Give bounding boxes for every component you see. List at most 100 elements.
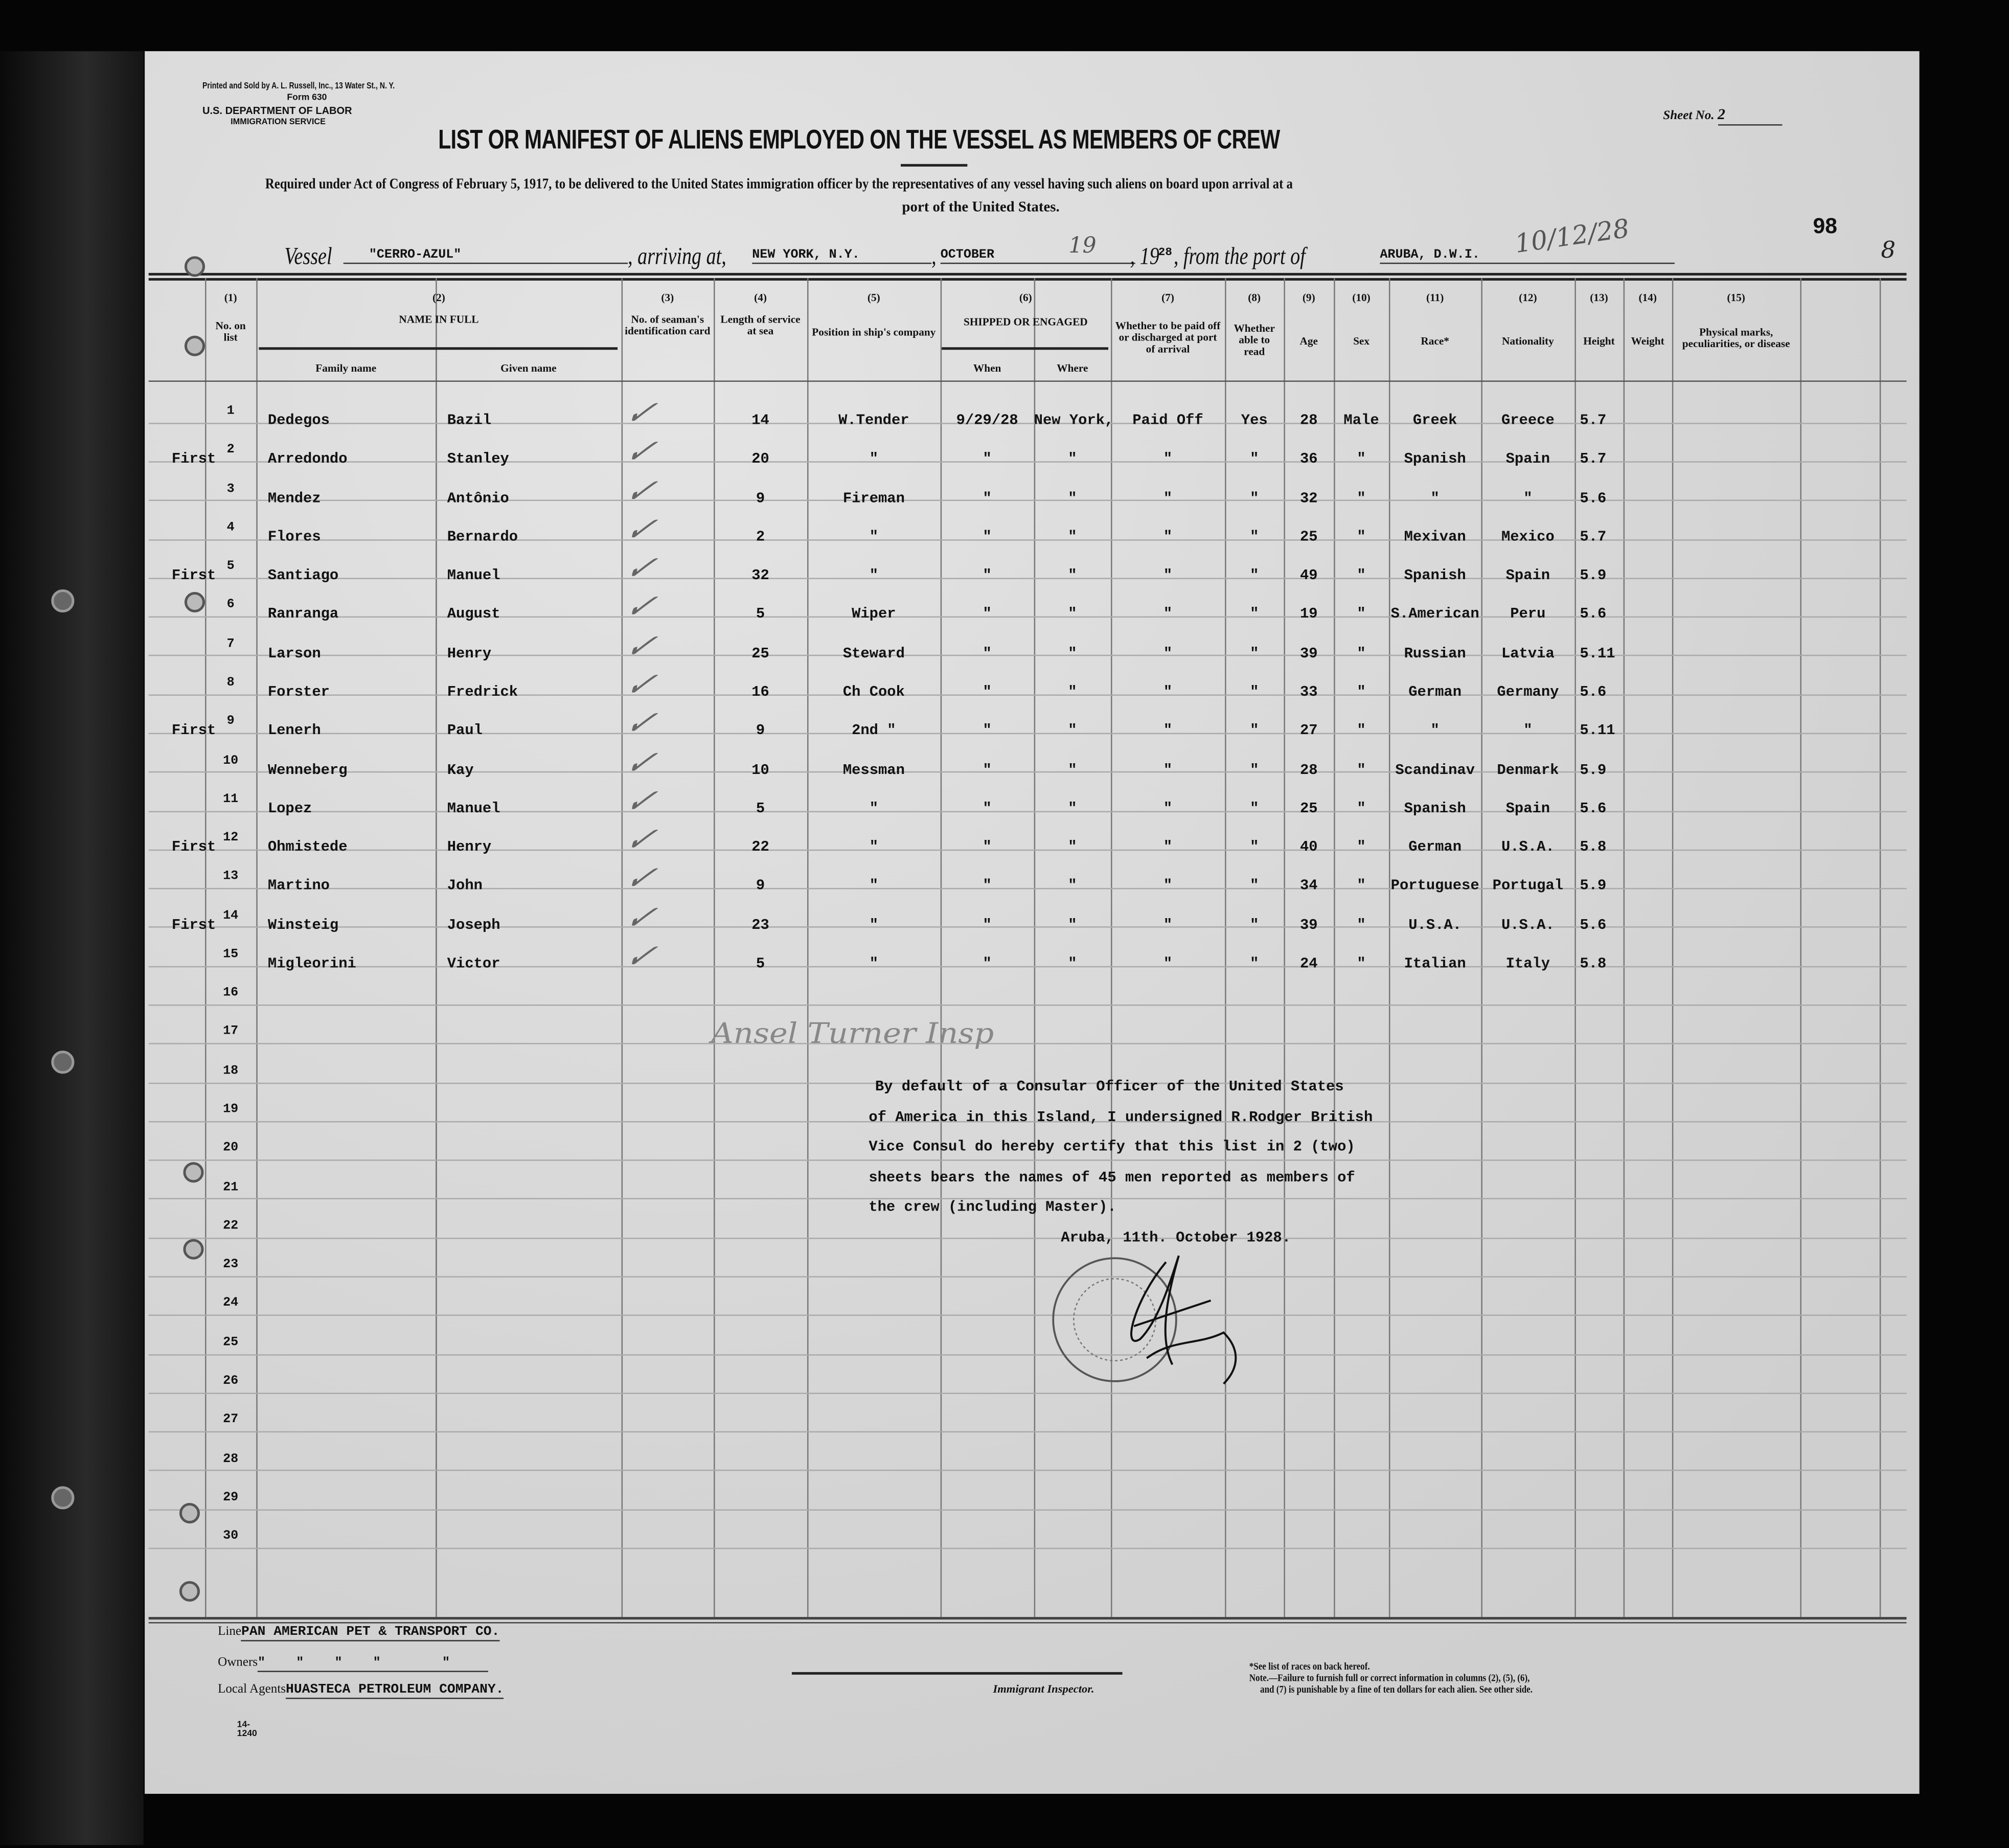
certificate-place-date: Aruba, 11th. October 1928. <box>1061 1230 1291 1247</box>
vessel-label: Vessel <box>284 243 332 270</box>
cell-race: German <box>1408 684 1462 701</box>
cell-height: 5.9 <box>1580 878 1607 895</box>
punch-hole <box>184 591 206 613</box>
column-divider <box>1111 278 1112 1617</box>
cell-length: 22 <box>751 839 769 856</box>
cell-length: 9 <box>756 723 765 740</box>
column-subheader: When <box>973 361 1001 374</box>
cell-read: " <box>1250 684 1259 701</box>
punch-hole <box>183 1239 204 1260</box>
cell-paid: " <box>1163 723 1173 740</box>
departure-port: ARUBA, D.W.I. <box>1380 248 1675 264</box>
owners-label: Owners <box>218 1655 258 1670</box>
cell-length: 25 <box>751 645 769 662</box>
cell-sex: " <box>1357 800 1366 817</box>
cell-age: 28 <box>1299 413 1318 429</box>
column-number: (8) <box>1248 290 1261 304</box>
arrival-day: 19 <box>1068 233 1097 259</box>
row-number: 20 <box>223 1142 239 1156</box>
cell-race: " <box>1430 723 1440 740</box>
column-header: No. of seaman's identification card <box>625 312 711 337</box>
row-rule <box>148 1354 1907 1355</box>
cell-sex: " <box>1357 645 1366 662</box>
cell-sex: " <box>1357 529 1366 546</box>
cell-sex: " <box>1357 762 1366 779</box>
cell-read: " <box>1250 800 1259 817</box>
cell-race: S.American <box>1390 606 1479 624</box>
column-header: No. on list <box>215 319 246 344</box>
sheet-number: Sheet No. 2 <box>1663 105 1782 126</box>
cell-family: Wenneberg <box>267 762 348 779</box>
page-title: LIST OR MANIFEST OF ALIENS EMPLOYED ON T… <box>438 125 1280 155</box>
cell-read: " <box>1250 606 1259 624</box>
cell-nationality: " <box>1523 723 1533 740</box>
row-number: 2 <box>226 443 235 458</box>
column-header: Physical marks, peculiarities, or diseas… <box>1682 325 1790 350</box>
column-divider <box>1388 278 1390 1617</box>
cell-given: Paul <box>447 723 483 740</box>
cell-read: Yes <box>1241 413 1268 429</box>
column-divider <box>807 278 809 1617</box>
row-number: 11 <box>223 792 239 807</box>
header-rule <box>148 380 1907 382</box>
column-header: Sex <box>1353 334 1370 348</box>
column-header: Weight <box>1631 334 1664 348</box>
cell-read: " <box>1250 878 1259 895</box>
cell-nationality: Spain <box>1505 451 1550 468</box>
cell-nationality: Italy <box>1505 955 1550 973</box>
cell-position: W.Tender <box>838 413 909 429</box>
cell-when: " <box>983 878 992 895</box>
certificate-line: Vice Consul do hereby certify that this … <box>869 1139 1355 1156</box>
row-rule <box>148 617 1907 618</box>
table-top-rule <box>148 278 1907 281</box>
cell-paid: " <box>1163 762 1173 779</box>
cell-sex: " <box>1357 917 1366 934</box>
cell-length: 2 <box>756 529 765 546</box>
row-number: 5 <box>226 560 235 575</box>
from-label: , from the port of <box>1173 243 1306 270</box>
cell-sex: " <box>1357 684 1366 701</box>
cell-nationality: U.S.A. <box>1501 917 1555 934</box>
column-header: SHIPPED OR ENGAGED <box>964 315 1088 328</box>
cell-given: Kay <box>447 762 474 779</box>
cell-where: " <box>1068 529 1077 546</box>
cell-age: 19 <box>1299 606 1318 624</box>
certificate-line: By default of a Consular Officer of the … <box>875 1079 1344 1096</box>
row-rule <box>148 1043 1907 1045</box>
column-divider <box>1284 278 1285 1617</box>
column-divider <box>1334 278 1335 1617</box>
cell-race: Spanish <box>1404 567 1466 585</box>
cell-when: " <box>983 839 992 856</box>
cell-family: Mendez <box>267 490 321 507</box>
inspector-handwriting: Ansel Turner Insp <box>711 1018 994 1051</box>
cell-given: Victor <box>447 955 500 973</box>
line-value: PAN AMERICAN PET & TRANSPORT CO. <box>241 1625 500 1641</box>
cell-when: " <box>983 684 992 701</box>
cell-length: 10 <box>751 762 769 779</box>
agents-value: HUASTECA PETROLEUM COMPANY. <box>286 1682 504 1699</box>
cell-paid: " <box>1163 878 1173 895</box>
row-number: 29 <box>223 1491 239 1505</box>
cell-paid: " <box>1163 567 1173 585</box>
cell-when: " <box>983 645 992 662</box>
year-prefix: , 19 <box>1130 243 1159 270</box>
binding-hole <box>51 589 75 613</box>
cell-family: Winsteig <box>267 917 339 934</box>
cell-nationality: Mexico <box>1501 529 1555 546</box>
consul-signature <box>1130 1255 1237 1385</box>
cell-sex: " <box>1357 955 1366 973</box>
shipped-subheader-rule <box>942 347 1109 349</box>
cell-length: 9 <box>756 878 765 895</box>
cell-height: 5.6 <box>1580 606 1607 624</box>
cell-when: " <box>983 490 992 507</box>
cell-paid: " <box>1163 955 1173 973</box>
row-rule <box>148 539 1907 540</box>
cell-given: Manuel <box>447 567 500 585</box>
column-divider <box>436 348 437 1617</box>
row-number: 8 <box>226 676 235 691</box>
cell-height: 5.6 <box>1580 490 1607 507</box>
punch-hole <box>179 1503 200 1524</box>
cell-race: U.S.A. <box>1408 917 1462 934</box>
cell-length: 32 <box>751 567 769 585</box>
